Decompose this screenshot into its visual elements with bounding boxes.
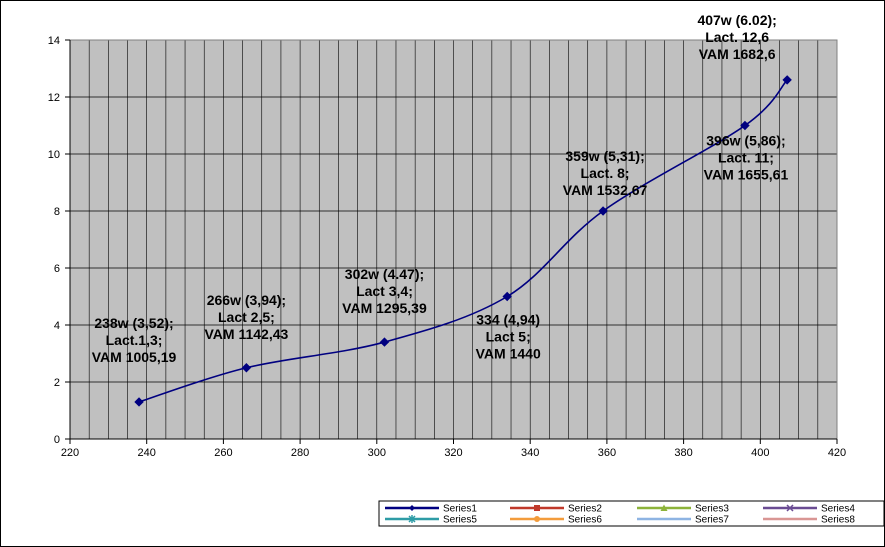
data-point	[134, 397, 144, 407]
legend-box	[378, 500, 885, 527]
x-tick-label: 360	[598, 447, 616, 459]
legend-label: Series6	[568, 515, 602, 526]
y-tick-label: 8	[54, 206, 60, 218]
data-label: VAM 1005,19	[92, 349, 177, 365]
legend-marker	[534, 505, 540, 511]
y-tick-label: 6	[54, 263, 60, 275]
data-labels: 238w (3,52);Lact.1,3;VAM 1005,19 266w (3,…	[92, 12, 789, 365]
legend-marker	[534, 516, 540, 522]
data-label: 334 (4,94)	[476, 312, 540, 328]
y-tick-label: 14	[48, 35, 60, 47]
x-tick-label: 280	[291, 447, 309, 459]
y-tick-label: 12	[48, 92, 60, 104]
data-label: VAM 1682,6	[699, 46, 776, 62]
y-axis-ticks: 0 2 4 6 8 10 12 14	[48, 35, 70, 446]
data-label: Lact.1,3;	[106, 332, 163, 348]
data-label: 302w (4.47);	[345, 266, 424, 282]
data-label: 266w (3,94);	[207, 292, 286, 308]
x-tick-label: 320	[444, 447, 462, 459]
data-label: Lact 3,4;	[356, 283, 413, 299]
data-label: 359w (5,31);	[565, 148, 644, 164]
legend-label: Series4	[821, 504, 855, 515]
legend-label: Series3	[695, 504, 729, 515]
legend: Series1 Series2 Series3 Series4 Series5 Serie…	[378, 500, 885, 527]
legend-label: Series8	[821, 515, 855, 526]
legend-label: Series7	[695, 515, 729, 526]
data-label: Lact. 8;	[581, 165, 630, 181]
data-label: 396w (5,86);	[706, 133, 785, 149]
legend-label: Series1	[443, 504, 477, 515]
x-tick-label: 300	[368, 447, 386, 459]
data-label: Lact 2,5;	[218, 309, 275, 325]
x-tick-label: 380	[674, 447, 692, 459]
x-tick-label: 340	[521, 447, 539, 459]
data-label: Lact. 11;	[718, 150, 774, 166]
x-tick-label: 400	[751, 447, 769, 459]
data-label: VAM 1655,61	[704, 167, 789, 183]
data-point	[740, 120, 750, 131]
data-point	[502, 291, 512, 302]
legend-marker	[786, 504, 794, 512]
legend-label: Series5	[443, 515, 477, 526]
legend-marker	[408, 515, 416, 523]
data-point	[379, 337, 390, 347]
data-point	[241, 363, 252, 373]
data-label: 407w (6.02);	[697, 12, 776, 28]
y-tick-label: 4	[54, 320, 60, 332]
legend-marker	[660, 504, 668, 511]
data-point	[598, 206, 608, 216]
data-label: VAM 1295,39	[342, 300, 427, 316]
data-point	[782, 75, 792, 85]
data-label: VAM 1532,67	[563, 182, 648, 198]
y-tick-label: 10	[48, 149, 60, 161]
x-tick-label: 220	[61, 447, 79, 459]
y-tick-label: 0	[54, 434, 60, 446]
x-axis-ticks: 220 240 260 280 300 320 340 360 380 400 420	[61, 439, 846, 459]
legend-marker	[409, 505, 415, 511]
data-label: VAM 1142,43	[205, 326, 289, 342]
y-tick-label: 2	[54, 377, 60, 389]
x-tick-label: 420	[828, 447, 846, 459]
grid-lines	[70, 40, 837, 439]
data-label: VAM 1440	[476, 346, 541, 362]
x-tick-label: 240	[138, 447, 156, 459]
data-label: 238w (3,52);	[94, 315, 173, 331]
series-group	[134, 75, 792, 407]
data-label: Lact 5;	[486, 329, 531, 345]
x-tick-label: 260	[214, 447, 232, 459]
legend-label: Series2	[568, 504, 602, 515]
data-label: Lact. 12,6	[705, 29, 769, 45]
